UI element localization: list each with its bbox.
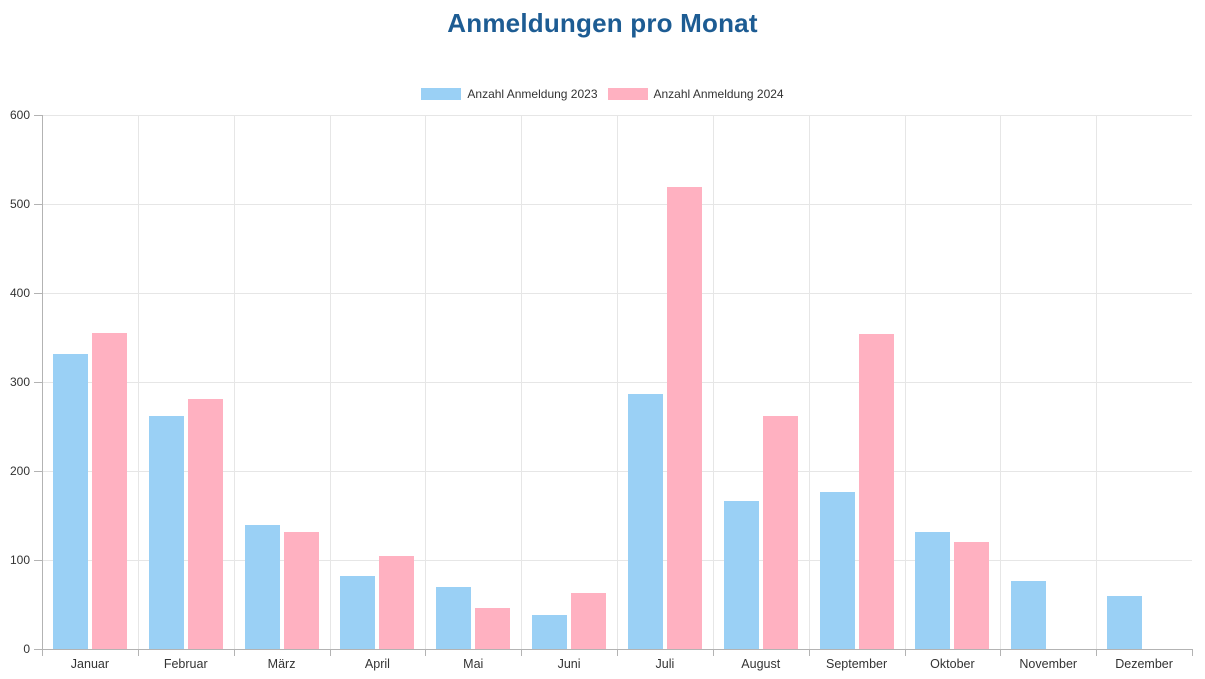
grid-line-x-3 (330, 115, 331, 649)
grid-line-x-2 (234, 115, 235, 649)
grid-line-x-8 (809, 115, 810, 649)
y-axis-tick-500 (34, 204, 42, 205)
bar-juni-2023[interactable] (532, 615, 567, 649)
bar-marz-2024[interactable] (284, 532, 319, 649)
bar-mai-2023[interactable] (436, 587, 471, 649)
bar-august-2024[interactable] (763, 416, 798, 649)
bar-juli-2023[interactable] (628, 394, 663, 649)
legend-swatch-2024-icon (607, 88, 648, 100)
x-axis-label-juni: Juni (557, 657, 581, 671)
x-axis-tick-1 (138, 649, 139, 656)
x-axis-label-dezember: Dezember (1115, 657, 1173, 671)
grid-line-x-10 (1000, 115, 1001, 649)
x-axis-line (42, 649, 1192, 650)
y-axis-tick-200 (34, 471, 42, 472)
bar-mai-2024[interactable] (475, 608, 510, 649)
grid-line-x-4 (425, 115, 426, 649)
bar-juli-2024[interactable] (667, 187, 702, 649)
x-axis-tick-3 (330, 649, 331, 656)
chart-title: Anmeldungen pro Monat (447, 8, 758, 38)
x-axis-tick-6 (617, 649, 618, 656)
legend-item-2023[interactable]: Anzahl Anmeldung 2023 (421, 87, 598, 101)
grid-line-x-6 (617, 115, 618, 649)
x-axis-tick-2 (234, 649, 235, 656)
legend-item-2024[interactable]: Anzahl Anmeldung 2024 (607, 87, 784, 101)
y-axis-label-0: 0 (23, 642, 30, 656)
bar-juni-2024[interactable] (571, 593, 606, 649)
legend-label-2024: Anzahl Anmeldung 2024 (653, 87, 784, 101)
x-axis-label-september: September (825, 657, 888, 671)
x-axis-tick-9 (905, 649, 906, 656)
x-axis-label-november: November (1019, 657, 1078, 671)
x-axis-tick-11 (1096, 649, 1097, 656)
y-axis-tick-400 (34, 293, 42, 294)
x-axis-tick-0 (42, 649, 43, 656)
y-axis-label-500: 500 (9, 197, 30, 211)
x-axis-label-mai: Mai (463, 657, 484, 671)
y-axis-line (42, 115, 43, 649)
grid-line-x-9 (905, 115, 906, 649)
grid-line-x-5 (521, 115, 522, 649)
bar-august-2023[interactable] (724, 501, 759, 649)
y-axis-tick-300 (34, 382, 42, 383)
x-axis-label-oktober: Oktober (930, 657, 975, 671)
bar-januar-2023[interactable] (53, 354, 88, 649)
y-axis-tick-0 (34, 649, 42, 650)
legend-label-2023: Anzahl Anmeldung 2023 (467, 87, 598, 101)
bar-februar-2024[interactable] (188, 399, 223, 649)
y-axis-label-600: 600 (9, 108, 30, 122)
bar-september-2024[interactable] (859, 334, 894, 649)
bar-oktober-2023[interactable] (915, 532, 950, 649)
y-axis-label-400: 400 (9, 286, 30, 300)
grid-line-x-1 (138, 115, 139, 649)
bar-februar-2023[interactable] (149, 416, 184, 649)
x-axis-label-juli: Juli (655, 657, 675, 671)
x-axis-tick-10 (1000, 649, 1001, 656)
x-axis-tick-8 (809, 649, 810, 656)
bar-november-2023[interactable] (1011, 581, 1046, 649)
x-axis-label-april: April (364, 657, 390, 671)
y-axis-label-200: 200 (9, 464, 30, 478)
y-axis-label-100: 100 (9, 553, 30, 567)
y-axis-label-300: 300 (9, 375, 30, 389)
x-axis-label-januar: Januar (70, 657, 110, 671)
x-axis-label-februar: Februar (163, 657, 208, 671)
bar-april-2024[interactable] (379, 556, 414, 649)
x-axis-label-august: August (741, 657, 781, 671)
bar-dezember-2023[interactable] (1107, 596, 1142, 649)
y-axis-tick-100 (34, 560, 42, 561)
x-axis-label-marz: März (267, 657, 296, 671)
bar-marz-2023[interactable] (245, 525, 280, 649)
x-axis-tick-12 (1192, 649, 1193, 656)
bar-april-2023[interactable] (340, 576, 375, 649)
bar-september-2023[interactable] (820, 492, 855, 649)
x-axis-tick-5 (521, 649, 522, 656)
chart-legend: Anzahl Anmeldung 2023 Anzahl Anmeldung 2… (0, 88, 1205, 100)
y-axis-tick-600 (34, 115, 42, 116)
x-axis-tick-4 (425, 649, 426, 656)
bar-oktober-2024[interactable] (954, 542, 989, 649)
legend-swatch-2023-icon (421, 88, 462, 100)
x-axis-tick-7 (713, 649, 714, 656)
grid-line-x-11 (1096, 115, 1097, 649)
grid-line-x-7 (713, 115, 714, 649)
bar-januar-2024[interactable] (92, 333, 127, 649)
